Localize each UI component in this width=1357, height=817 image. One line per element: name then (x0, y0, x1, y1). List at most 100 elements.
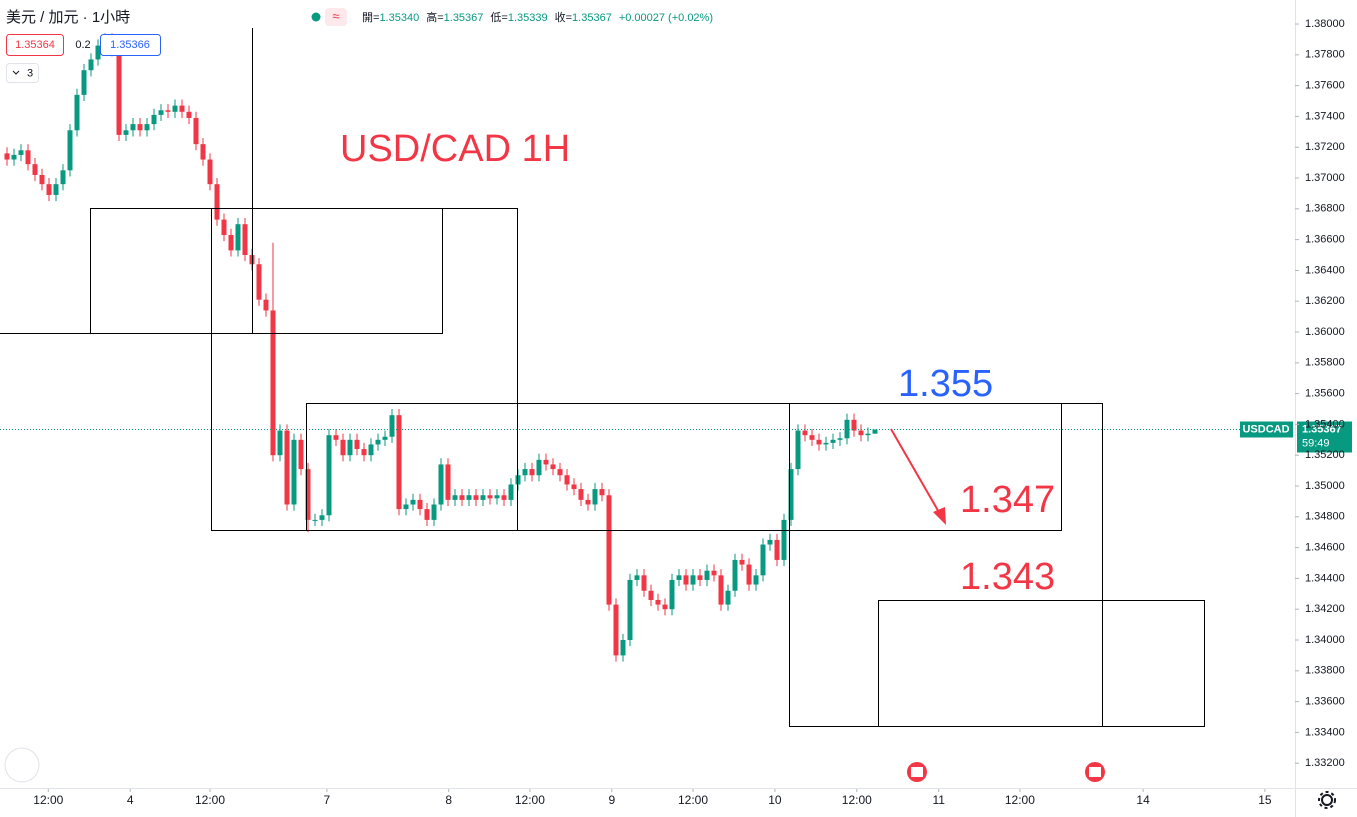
candle-body (312, 519, 318, 521)
candle-body (172, 105, 178, 112)
candle-body (60, 170, 66, 185)
sell-button[interactable] (6, 34, 64, 56)
buy-price: 1.35366 (110, 39, 150, 51)
candle-body (557, 469, 563, 476)
candle-body (634, 575, 640, 580)
candle-body (340, 439, 346, 456)
candle-body (74, 94, 80, 131)
candle-body (648, 590, 654, 600)
candle-body (18, 150, 24, 155)
candle-body (620, 640, 626, 656)
legend-key: 收= (555, 10, 572, 24)
y-tick-label: 1.35600 (1305, 388, 1345, 400)
candle-body (508, 484, 514, 500)
y-tick-label: 1.37200 (1305, 141, 1345, 153)
candle-body (25, 150, 31, 165)
flag-field (1089, 767, 1101, 777)
candle-body (480, 495, 486, 500)
scroll-button[interactable] (4, 747, 40, 783)
candle-body (214, 184, 220, 220)
candle-body (179, 105, 185, 112)
candle-body (872, 429, 878, 434)
y-tick-label: 1.33800 (1305, 665, 1345, 677)
settings-button[interactable] (1318, 791, 1336, 809)
x-tick-label: 7 (324, 793, 331, 807)
candle-body (284, 430, 290, 505)
candle-body (459, 495, 465, 500)
event-flag[interactable] (1085, 762, 1105, 782)
candle-body (270, 310, 276, 456)
candle-body (543, 459, 549, 465)
candle-body (781, 519, 787, 560)
x-tick-label: 12:00 (195, 793, 225, 807)
candle-body (788, 469, 794, 520)
candle-body (550, 464, 556, 470)
candle-body (487, 495, 493, 499)
candle-body (326, 435, 332, 516)
candle-body (39, 174, 45, 185)
candle-body (256, 264, 262, 300)
candle-body (144, 124, 150, 131)
legend-key: 低= (490, 11, 507, 24)
chart-title: USD/CAD 1H (340, 128, 570, 170)
x-tick-label: 14 (1136, 793, 1150, 807)
y-tick-label: 1.34000 (1305, 634, 1345, 646)
candle-body (431, 504, 437, 520)
candle-body (627, 579, 633, 641)
candle-body (235, 224, 241, 251)
indicators-count: 3 (27, 67, 33, 79)
candle-body (655, 599, 661, 605)
candle-body (368, 444, 374, 456)
y-tick-label: 1.37400 (1305, 110, 1345, 122)
candle-body (795, 430, 801, 470)
market-status-icon: ≈ (332, 8, 339, 23)
candle-body (683, 575, 689, 585)
flag-field (911, 767, 923, 777)
status-dot (311, 12, 321, 22)
candle-body (137, 124, 143, 131)
candle-body (536, 459, 542, 476)
candle-body (739, 559, 745, 565)
y-tick-label: 1.36000 (1305, 326, 1345, 338)
spread: 0.2 (75, 39, 90, 51)
candle-body (816, 439, 822, 445)
drawings (0, 28, 1205, 727)
event-flag[interactable] (907, 762, 927, 782)
candle-body (354, 439, 360, 450)
candle-body (228, 234, 234, 251)
candle-body (347, 439, 353, 456)
candle-body (718, 575, 724, 605)
symbol-title: 美元 / 加元 · 1小時 (6, 9, 130, 26)
candle-body (389, 415, 395, 437)
x-tick-label: 12:00 (678, 793, 708, 807)
candle-body (823, 442, 829, 445)
candle-body (207, 159, 213, 185)
candle-body (165, 110, 171, 112)
market-status[interactable] (325, 8, 347, 26)
candle-body (851, 419, 857, 431)
candle-body (361, 449, 367, 456)
candle-body (746, 564, 752, 585)
y-tick-label: 1.37800 (1305, 49, 1345, 61)
legend-value: 1.35339 (508, 12, 548, 24)
annotation: 1.347 (960, 479, 1055, 521)
candle-body (116, 50, 122, 135)
gear-icon (1321, 794, 1333, 806)
x-tick-label: 12:00 (842, 793, 872, 807)
candle-body (564, 475, 570, 485)
candle-body (571, 484, 577, 490)
zone-box (306, 403, 1062, 531)
candle-body (725, 590, 731, 605)
candle-body (4, 153, 10, 160)
legend-value: 1.35367 (444, 12, 484, 24)
buy-button[interactable] (100, 34, 161, 56)
candle-body (417, 499, 423, 510)
x-tick-label: 12:00 (1005, 793, 1035, 807)
y-tick-label: 1.33400 (1305, 726, 1345, 738)
indicators-toggle[interactable] (6, 63, 39, 83)
candle-body (291, 439, 297, 505)
candle-body (858, 430, 864, 436)
candle-body (277, 430, 283, 456)
candle-body (298, 439, 304, 470)
candle-body (494, 495, 500, 499)
